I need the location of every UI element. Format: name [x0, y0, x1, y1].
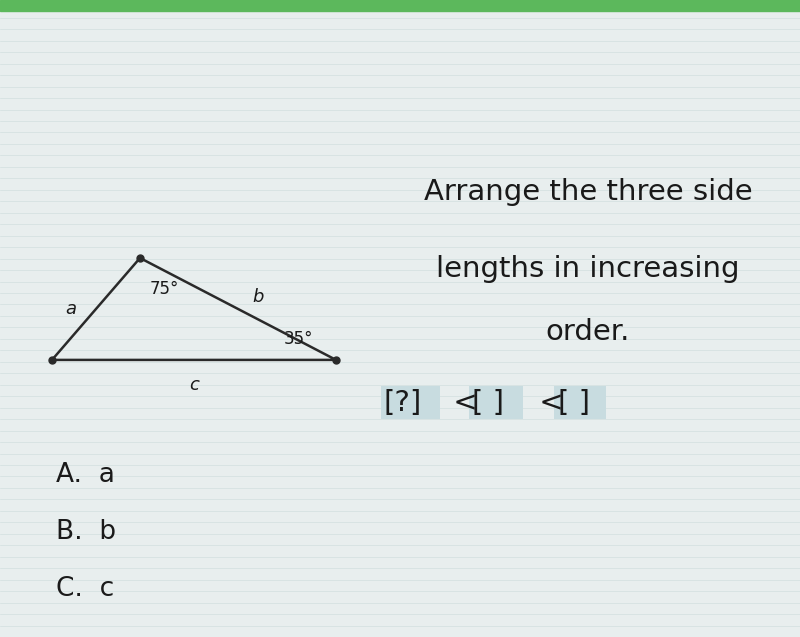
Text: a: a [65, 300, 76, 318]
Text: [ ]: [ ] [472, 389, 504, 417]
Text: <: < [530, 389, 573, 417]
Text: <: < [444, 389, 487, 417]
Text: [ ]: [ ] [558, 389, 590, 417]
Text: C.  c: C. c [56, 576, 114, 603]
Text: order.: order. [546, 318, 630, 347]
Text: 35°: 35° [284, 331, 314, 348]
Text: lengths in increasing: lengths in increasing [436, 255, 740, 283]
Text: A.  a: A. a [56, 462, 115, 488]
Text: B.  b: B. b [56, 519, 116, 545]
Text: Arrange the three side: Arrange the three side [424, 178, 752, 206]
FancyBboxPatch shape [554, 386, 606, 419]
FancyBboxPatch shape [381, 386, 440, 419]
FancyBboxPatch shape [469, 386, 523, 419]
Text: b: b [253, 289, 264, 306]
Bar [0, 0, 800, 11]
Text: 75°: 75° [150, 280, 179, 298]
Text: [?]: [?] [384, 389, 422, 417]
Text: c: c [189, 376, 199, 394]
